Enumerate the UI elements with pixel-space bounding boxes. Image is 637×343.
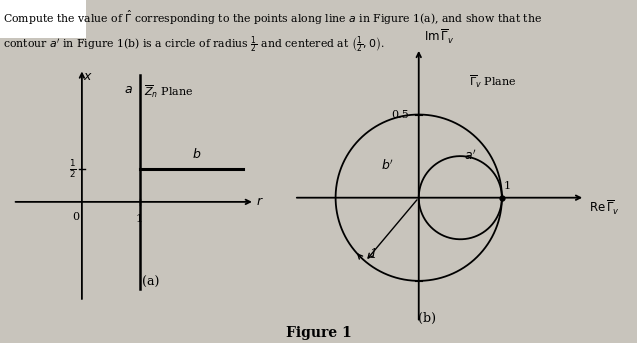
- Text: Compute the value of $\hat{\Gamma}$ corresponding to the points along line $a$ i: Compute the value of $\hat{\Gamma}$ corr…: [3, 9, 542, 27]
- Text: $\frac{1}{2}$: $\frac{1}{2}$: [69, 157, 76, 179]
- Text: (b): (b): [418, 312, 436, 326]
- Text: $\mathrm{Re}\,\overline{\Gamma}_v$: $\mathrm{Re}\,\overline{\Gamma}_v$: [589, 199, 620, 217]
- Text: $\overline{Z}_n$ Plane: $\overline{Z}_n$ Plane: [144, 83, 194, 100]
- Text: $b$: $b$: [192, 146, 202, 161]
- Text: $a'$: $a'$: [464, 148, 477, 163]
- Text: $x$: $x$: [83, 70, 93, 83]
- Text: 0: 0: [72, 212, 79, 222]
- Text: 1: 1: [369, 248, 376, 261]
- Text: 1: 1: [504, 181, 511, 191]
- Text: $\overline{\Gamma}_v$ Plane: $\overline{\Gamma}_v$ Plane: [469, 73, 516, 90]
- Text: Figure 1: Figure 1: [285, 326, 352, 340]
- Text: 1: 1: [136, 214, 143, 224]
- Text: contour $a'$ in Figure 1(b) is a circle of radius $\frac{1}{2}$ and centered at : contour $a'$ in Figure 1(b) is a circle …: [3, 34, 385, 56]
- Text: $r$: $r$: [256, 196, 264, 209]
- Text: $\mathrm{Im}\,\overline{\Gamma}_v$: $\mathrm{Im}\,\overline{\Gamma}_v$: [424, 28, 454, 46]
- Text: 0.5: 0.5: [391, 109, 409, 120]
- Text: (a): (a): [143, 275, 160, 288]
- Text: $b'$: $b'$: [380, 158, 394, 173]
- Text: $a$: $a$: [124, 83, 132, 96]
